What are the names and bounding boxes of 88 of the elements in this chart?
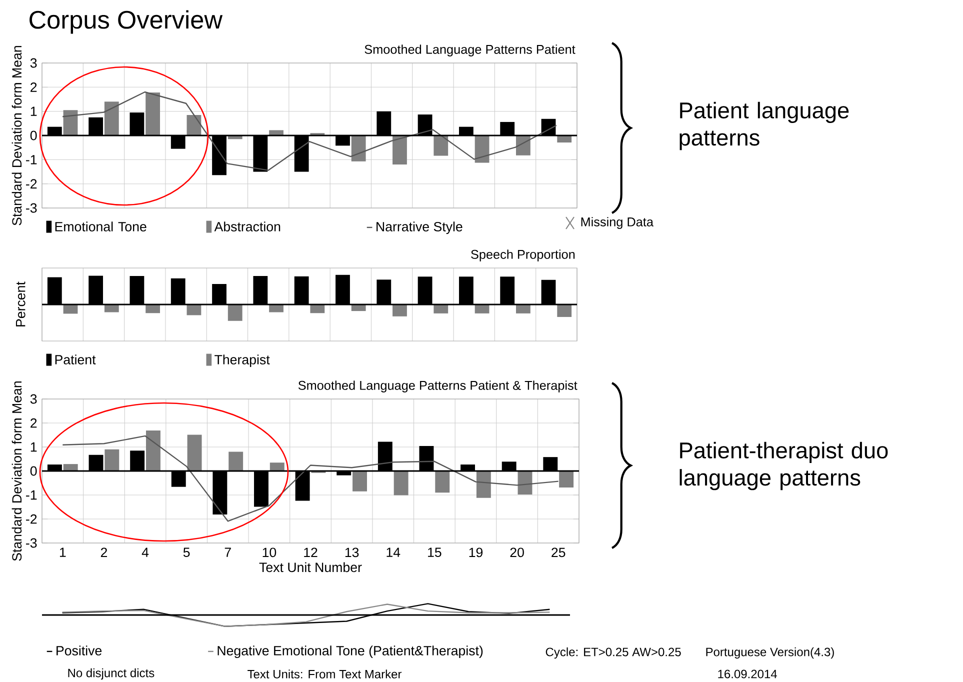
bar (434, 304, 448, 314)
bar (474, 304, 490, 314)
bar (435, 471, 450, 493)
y-tick-label: -2 (26, 179, 37, 188)
y-tick-label: -2 (26, 514, 37, 524)
bar (104, 304, 119, 312)
chart-subtitle: Speech Proportion (471, 250, 575, 262)
y-tick-label: -3 (26, 203, 37, 213)
x-tick-label: 25 (552, 548, 566, 558)
text: Cycle: ET>0.25 AW>0.25 (546, 647, 681, 659)
bar (269, 130, 284, 136)
bar (146, 430, 160, 472)
bar (351, 304, 366, 312)
legend-label: Patient (55, 354, 96, 364)
bar (516, 304, 530, 314)
y-tick-label: 0 (30, 466, 37, 476)
y-tick-label: 0 (30, 130, 37, 140)
x-tick-label: 13 (345, 548, 359, 558)
bar (186, 114, 202, 136)
x-tick-label: 1 (60, 548, 66, 557)
chart-subtitle: Smoothed Language Patterns Patient (364, 44, 576, 56)
bar (146, 92, 160, 136)
line-series (62, 91, 558, 171)
bar (186, 304, 202, 316)
legend-label: Emotional Tone (55, 222, 146, 232)
y-tick-label: 2 (30, 82, 37, 92)
bar (557, 304, 572, 317)
y-tick-label: 1 (30, 442, 37, 452)
bar (228, 452, 244, 472)
bar (518, 471, 532, 495)
bar (351, 136, 366, 162)
bar (392, 136, 407, 164)
text: Patient-therapist duo language patterns (680, 442, 888, 490)
bar (63, 464, 78, 472)
y-tick-label: -1 (26, 490, 37, 500)
bar (270, 462, 284, 472)
y-axis-title: Percent (16, 282, 26, 326)
legend-label: Narrative Style (376, 222, 462, 234)
legend-label: Abstraction (214, 222, 280, 232)
x-tick-label: 15 (428, 548, 442, 558)
bar (187, 434, 202, 472)
y-tick-label: -1 (26, 155, 37, 164)
bar (63, 110, 78, 136)
bar (394, 471, 408, 496)
bar (269, 304, 284, 312)
chart-title: Corpus Overview (30, 10, 223, 34)
y-tick-label: 1 (30, 106, 37, 116)
bar (474, 136, 490, 163)
bar (104, 102, 119, 136)
bar (228, 304, 242, 321)
bar (392, 304, 407, 316)
text: Text Units: From Text Marker (248, 670, 402, 678)
bar (557, 136, 572, 143)
bar (434, 136, 448, 156)
bar (63, 304, 78, 314)
chart-subtitle: Smoothed Language Patterns Patient & Therapist (298, 380, 578, 392)
bar (476, 471, 491, 498)
x-tick-label: 7 (224, 548, 231, 557)
bar (516, 136, 530, 156)
x-tick-label: 19 (469, 548, 483, 558)
line-series (62, 435, 559, 522)
x-tick-label: 2 (100, 548, 108, 558)
bar (146, 304, 160, 314)
x-tick-label: 5 (183, 548, 190, 558)
legend-label: Positive (56, 646, 102, 656)
text: Missing Data (581, 217, 654, 229)
legend-label: Negative Emotional Tone (Patient&Therapist) (218, 646, 483, 658)
text: 16.09.2014 (718, 670, 777, 678)
x-tick-label: 20 (510, 548, 524, 558)
x-axis-title: Text Unit Number (259, 562, 362, 572)
x-tick-label: 12 (304, 548, 318, 558)
y-tick-label: 2 (30, 418, 37, 428)
bar (559, 471, 574, 488)
y-axis-title: Standard Deviation form Mean (12, 381, 22, 561)
y-tick-label: 3 (30, 394, 37, 404)
y-tick-label: 3 (30, 58, 37, 68)
x-tick-label: 10 (262, 548, 276, 558)
y-tick-label: -3 (26, 538, 37, 548)
y-axis-title: Standard Deviation form Mean (12, 46, 22, 226)
legend-label: Therapist (214, 354, 270, 368)
text: No disjunct dicts (68, 668, 154, 680)
text: Portuguese Version(4.3) (706, 647, 834, 659)
bar (310, 304, 325, 314)
x-tick-label: 4 (142, 548, 149, 557)
bar (104, 449, 120, 472)
x-tick-label: 14 (386, 548, 400, 557)
text: Patient language patterns (680, 102, 849, 150)
bar (352, 471, 367, 492)
